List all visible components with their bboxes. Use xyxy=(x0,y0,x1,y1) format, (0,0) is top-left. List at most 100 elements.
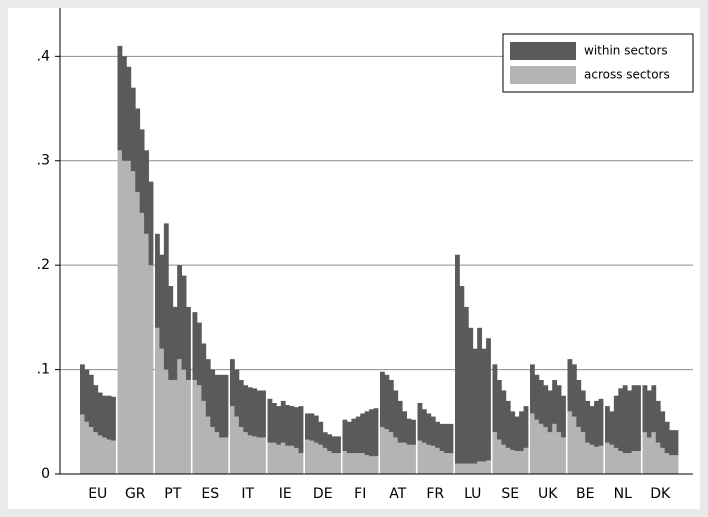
bar-segment xyxy=(556,385,562,433)
bar-segment xyxy=(346,453,352,474)
bar-segment xyxy=(247,435,253,474)
bar-segment xyxy=(660,411,666,448)
x-tick-label: NL xyxy=(614,486,632,502)
bar-segment xyxy=(88,374,94,428)
bar-segment xyxy=(567,359,573,412)
bar-segment xyxy=(285,405,291,446)
legend: within sectors across sectors xyxy=(502,33,694,93)
x-tick-label: SE xyxy=(501,486,519,502)
legend-swatch xyxy=(510,42,576,60)
bar-segment xyxy=(360,453,366,474)
bar-segment xyxy=(97,392,103,436)
bar-segment xyxy=(439,423,445,452)
bar-segment xyxy=(168,286,174,381)
bar-segment xyxy=(609,411,615,445)
bar-segment xyxy=(276,406,282,445)
bar-segment xyxy=(486,460,491,474)
bar-segment xyxy=(444,453,449,474)
bar-segment xyxy=(252,436,258,474)
bar-segment xyxy=(327,434,333,452)
bar-segment xyxy=(238,427,244,474)
bar-segment xyxy=(313,415,319,443)
bar-segment xyxy=(571,416,577,474)
bar-segment xyxy=(351,453,357,474)
bar-segment xyxy=(421,409,427,443)
bar-segment xyxy=(576,380,582,428)
bar-segment xyxy=(201,343,207,401)
bar-segment xyxy=(135,108,141,193)
bar-segment xyxy=(201,400,207,474)
bar-segment xyxy=(355,416,361,454)
bar-segment xyxy=(642,432,648,474)
legend-label: across sectors xyxy=(584,68,670,82)
bar-segment xyxy=(97,435,103,474)
bar-segment xyxy=(364,455,370,474)
y-tick-label: .1 xyxy=(37,362,50,378)
bar-segment xyxy=(80,364,85,415)
bar-segment xyxy=(88,427,94,474)
bar-segment xyxy=(463,463,469,474)
bar-segment xyxy=(664,421,670,454)
bar-segment xyxy=(388,432,394,474)
bar-segment xyxy=(256,390,262,438)
bar-segment xyxy=(594,400,599,447)
bar-segment xyxy=(155,327,160,474)
bar-segment xyxy=(380,371,385,428)
bar-segment xyxy=(444,423,449,454)
bar-segment xyxy=(580,432,586,474)
bar-segment xyxy=(261,390,266,438)
bar-segment xyxy=(111,396,116,441)
bar-segment xyxy=(168,380,174,474)
bar-segment xyxy=(571,364,577,417)
bar-segment xyxy=(196,322,202,386)
bar-segment xyxy=(102,437,108,474)
bar-segment xyxy=(463,306,469,464)
bar-segment xyxy=(631,451,637,474)
bar-segment xyxy=(223,374,229,438)
bar-segment xyxy=(417,440,423,474)
bar-segment xyxy=(481,348,487,462)
bar-segment xyxy=(598,398,604,446)
bar-segment xyxy=(360,413,366,454)
bar-segment xyxy=(397,400,403,443)
bar-segment xyxy=(355,453,361,474)
bar-segment xyxy=(514,451,520,474)
bar-segment xyxy=(271,442,277,474)
bar-segment xyxy=(172,306,178,381)
bar-segment xyxy=(430,416,436,446)
bar-segment xyxy=(561,437,566,474)
bar-segment xyxy=(126,66,132,161)
bar-segment xyxy=(609,444,615,474)
bar-segment xyxy=(84,369,90,422)
x-tick-label: IT xyxy=(241,486,254,502)
y-tick-label: .2 xyxy=(37,257,50,273)
y-tick-label: .4 xyxy=(37,48,50,64)
bar-segment xyxy=(121,160,127,474)
bar-segment xyxy=(230,359,235,407)
bar-segment xyxy=(547,432,553,474)
bar-segment xyxy=(660,447,666,474)
bar-segment xyxy=(538,423,544,474)
bar-segment xyxy=(514,416,520,452)
bar-segment xyxy=(373,408,379,457)
bar-segment xyxy=(411,419,416,445)
bar-segment xyxy=(501,444,507,474)
bar-segment xyxy=(111,440,116,474)
bar-segment xyxy=(186,306,191,381)
bar-segment xyxy=(552,423,558,474)
bar-segment xyxy=(223,437,229,474)
bar-segment xyxy=(380,427,385,474)
bar-segment xyxy=(523,406,529,448)
bar-segment xyxy=(477,327,483,462)
bar-segment xyxy=(492,432,498,474)
bar-segment xyxy=(622,453,628,474)
bar-segment xyxy=(117,45,123,151)
bar-segment xyxy=(384,374,390,430)
bar-segment xyxy=(669,455,674,474)
bar-segment xyxy=(552,380,558,424)
bar-segment xyxy=(459,286,465,464)
bar-segment xyxy=(523,447,529,474)
bar-segment xyxy=(501,390,507,445)
bar-segment xyxy=(421,442,427,474)
bar-segment xyxy=(130,171,136,475)
